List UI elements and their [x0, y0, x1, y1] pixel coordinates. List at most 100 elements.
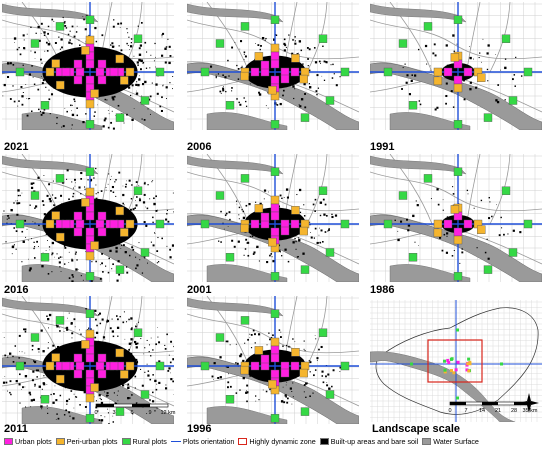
periurban-plot [270, 195, 280, 205]
urban-plot [270, 59, 280, 69]
legend-builtup-label: Built-up areas and bare soil [330, 436, 419, 446]
rural-plot [453, 120, 463, 129]
landscape-plot [454, 368, 458, 372]
year-label-1996: 1996 [187, 423, 212, 435]
rural-plot [85, 414, 95, 423]
rural-plot [85, 15, 95, 24]
rural-plot [300, 265, 310, 274]
urban-plot [97, 59, 107, 69]
landscape-plot [449, 357, 453, 361]
landscape-plot [452, 371, 456, 375]
urban-plot [97, 75, 107, 85]
legend-water: Water Surface [422, 437, 479, 446]
rural-plot [501, 186, 511, 195]
legend-rural-label: Rural plots [132, 436, 167, 446]
water-surface [187, 3, 359, 130]
periurban-plot [81, 46, 90, 55]
periurban-plot [299, 368, 308, 378]
periurban-plot [45, 219, 55, 229]
legend-orientation-label: Plots orientation [182, 436, 235, 446]
rural-plot [398, 191, 408, 200]
map-panel-2006 [187, 2, 359, 130]
periurban-plot [51, 353, 60, 362]
rural-plot [325, 390, 335, 399]
periurban-plot [453, 83, 463, 93]
rural-plot [85, 120, 95, 129]
periurban-plot [477, 73, 486, 82]
urban-plot [85, 353, 95, 363]
urban-plot [270, 227, 280, 237]
periurban-plot [291, 54, 300, 63]
urban-plot [97, 211, 107, 221]
urban-plot [109, 361, 119, 371]
rural-plot [318, 328, 328, 337]
periurban-plot [115, 54, 124, 64]
urban-plot [73, 211, 83, 221]
rural-plot [453, 15, 463, 24]
legend-periurban-label: Peri-urban plots [66, 436, 118, 446]
rural-plot [225, 253, 235, 262]
legend-dynamic-swatch [238, 438, 248, 446]
landscape-plot [442, 359, 446, 363]
legend-urban: Urban plots [4, 437, 52, 446]
landscape-plot [450, 369, 454, 373]
urban-plot [85, 59, 95, 69]
compass-icon [519, 393, 539, 413]
periurban-plot [433, 67, 443, 77]
urban-plot [270, 75, 280, 85]
rural-plot [483, 113, 493, 122]
urban-plot [95, 361, 105, 371]
sample-plots [200, 167, 350, 281]
urban-plot [75, 361, 85, 371]
periurban-plot [125, 361, 135, 371]
rural-plot [508, 248, 518, 257]
map-panel-2021 [2, 2, 174, 130]
map-panel-1991 [370, 2, 542, 130]
legend-periurban: Peri-urban plots [55, 436, 118, 446]
sample-plots [15, 15, 165, 129]
rural-plot [408, 101, 418, 110]
rural-plot [30, 39, 40, 48]
urban-plot [109, 67, 119, 77]
sample-plots [15, 309, 165, 423]
landscape-plot [466, 362, 470, 366]
legend-builtup-swatch [319, 438, 329, 446]
rural-plot [270, 272, 280, 281]
water-surface [370, 155, 542, 282]
rural-plot [215, 191, 225, 200]
rural-plot [115, 113, 125, 122]
landscape-rural-plot [456, 328, 459, 332]
scale-tick-label: 14 [479, 408, 485, 414]
year-label-1991: 1991 [370, 141, 395, 153]
periurban-plot [268, 237, 277, 247]
rural-plot [408, 253, 418, 262]
year-label-2021: 2021 [4, 141, 29, 153]
legend-rural: Rural plots [121, 436, 167, 446]
year-label-2001: 2001 [187, 284, 212, 296]
map-panel-2001 [187, 154, 359, 282]
urban-plot [85, 75, 95, 85]
landscape-rural-plot [500, 362, 503, 366]
urban-plot [97, 227, 107, 237]
periurban-plot [85, 99, 95, 109]
urban-plot [290, 361, 300, 371]
periurban-plot [56, 374, 65, 384]
urban-plot [443, 219, 453, 229]
legend-orientation-line [170, 441, 181, 443]
urban-plot [109, 219, 119, 229]
urban-plot [453, 75, 463, 85]
scale-tick-label: 3 [112, 410, 115, 416]
periurban-plot [450, 53, 460, 62]
urban-plot [270, 369, 280, 379]
periurban-plot [477, 225, 486, 234]
urban-plot [270, 353, 280, 363]
rural-plot [340, 361, 350, 371]
periurban-plot [240, 71, 249, 81]
rural-plot [453, 272, 463, 281]
urban-plot [97, 353, 107, 363]
landscape-plot [443, 368, 447, 372]
periurban-plot [85, 329, 95, 339]
periurban-plot [45, 361, 55, 371]
urban-plot [85, 369, 95, 379]
rural-plot [115, 265, 125, 274]
